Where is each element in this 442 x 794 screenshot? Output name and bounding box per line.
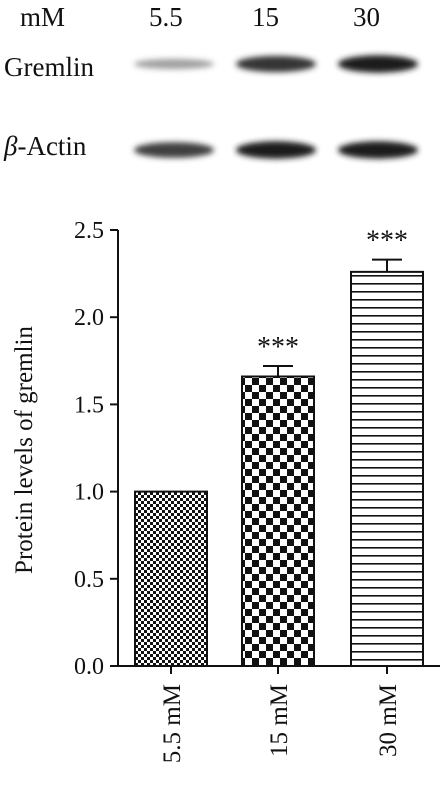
bar-3 bbox=[350, 270, 424, 667]
y-tick-label: 2.0 bbox=[74, 305, 104, 331]
blot-band-2-2 bbox=[236, 141, 316, 159]
y-tick-label: 0.0 bbox=[74, 654, 104, 680]
actin-label: -Actin bbox=[17, 131, 87, 161]
lane-label-1: 5.5 bbox=[149, 2, 183, 32]
significance-label-2: *** bbox=[257, 332, 299, 363]
y-tick-label: 1.5 bbox=[74, 392, 104, 418]
x-tick-label-3: 30 mM bbox=[375, 684, 402, 757]
beta-symbol: β bbox=[4, 131, 18, 161]
lane-label-3: 30 bbox=[353, 2, 380, 32]
y-tick-label: 2.5 bbox=[74, 218, 104, 244]
y-tick-label: 1.0 bbox=[74, 480, 104, 506]
lane-label-2: 15 bbox=[252, 2, 279, 32]
blot-band-1-3 bbox=[338, 55, 418, 73]
blot-bands bbox=[134, 55, 418, 159]
significance-label-3: *** bbox=[366, 226, 408, 257]
x-tick-label-2: 15 mM bbox=[266, 684, 293, 757]
concentration-header: mM bbox=[20, 2, 66, 32]
y-tick-label: 0.5 bbox=[74, 567, 104, 593]
blot-band-1-1 bbox=[134, 58, 214, 70]
blot-row-label-actin: β-Actin bbox=[4, 131, 86, 162]
y-axis-label: Protein levels of gremlin bbox=[11, 326, 38, 574]
blot-band-2-3 bbox=[338, 141, 418, 159]
blot-row-label-gremlin: Gremlin bbox=[4, 52, 94, 82]
x-tick-label-1: 5.5 mM bbox=[159, 684, 186, 763]
bar-1 bbox=[134, 490, 208, 667]
bar-2 bbox=[241, 375, 315, 667]
blot-band-2-1 bbox=[134, 142, 214, 158]
blot-band-1-2 bbox=[236, 55, 316, 73]
